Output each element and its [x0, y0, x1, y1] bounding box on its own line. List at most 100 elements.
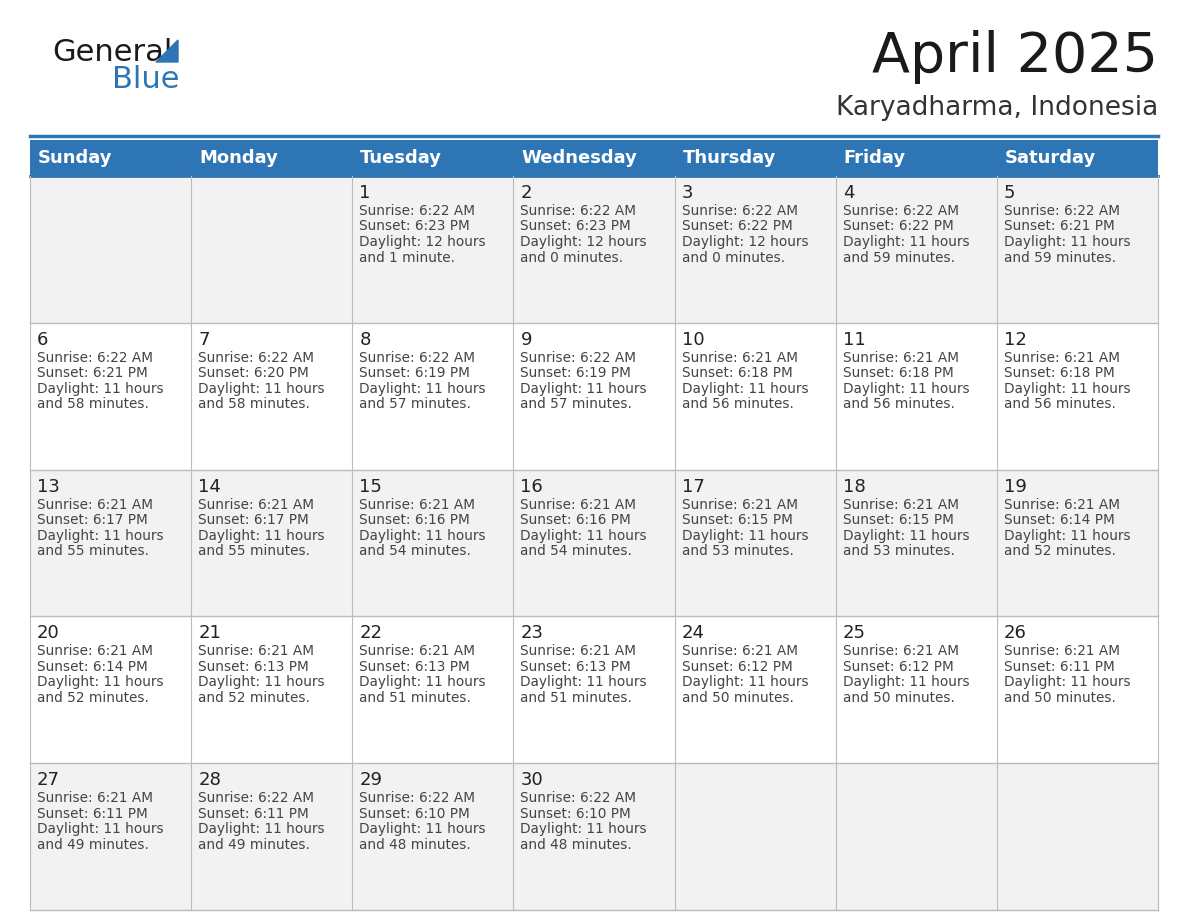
- Text: Sunset: 6:19 PM: Sunset: 6:19 PM: [359, 366, 470, 380]
- Text: and 1 minute.: and 1 minute.: [359, 251, 455, 264]
- Text: Sunset: 6:16 PM: Sunset: 6:16 PM: [359, 513, 470, 527]
- Text: 2: 2: [520, 184, 532, 202]
- Text: 13: 13: [37, 477, 59, 496]
- Text: and 56 minutes.: and 56 minutes.: [682, 397, 794, 411]
- Text: Sunset: 6:20 PM: Sunset: 6:20 PM: [198, 366, 309, 380]
- Text: Daylight: 11 hours: Daylight: 11 hours: [359, 529, 486, 543]
- Text: Sunrise: 6:21 AM: Sunrise: 6:21 AM: [37, 498, 153, 511]
- Text: 4: 4: [842, 184, 854, 202]
- Text: 5: 5: [1004, 184, 1016, 202]
- Text: 26: 26: [1004, 624, 1026, 643]
- Text: Daylight: 12 hours: Daylight: 12 hours: [359, 235, 486, 249]
- Text: and 49 minutes.: and 49 minutes.: [198, 838, 310, 852]
- Text: and 54 minutes.: and 54 minutes.: [359, 544, 472, 558]
- Text: 30: 30: [520, 771, 543, 789]
- Text: Daylight: 11 hours: Daylight: 11 hours: [198, 529, 324, 543]
- Text: Sunrise: 6:22 AM: Sunrise: 6:22 AM: [520, 204, 637, 218]
- Text: and 50 minutes.: and 50 minutes.: [1004, 691, 1116, 705]
- Text: Sunrise: 6:21 AM: Sunrise: 6:21 AM: [1004, 644, 1120, 658]
- Text: and 51 minutes.: and 51 minutes.: [359, 691, 472, 705]
- Text: Friday: Friday: [843, 149, 905, 167]
- Text: and 59 minutes.: and 59 minutes.: [1004, 251, 1116, 264]
- Text: Sunrise: 6:21 AM: Sunrise: 6:21 AM: [842, 351, 959, 364]
- Text: and 54 minutes.: and 54 minutes.: [520, 544, 632, 558]
- Text: 1: 1: [359, 184, 371, 202]
- Text: Daylight: 12 hours: Daylight: 12 hours: [520, 235, 647, 249]
- Text: 6: 6: [37, 330, 49, 349]
- Text: Daylight: 11 hours: Daylight: 11 hours: [198, 382, 324, 396]
- Text: and 48 minutes.: and 48 minutes.: [359, 838, 470, 852]
- Text: Saturday: Saturday: [1005, 149, 1097, 167]
- Text: 8: 8: [359, 330, 371, 349]
- Text: and 53 minutes.: and 53 minutes.: [682, 544, 794, 558]
- Text: Sunset: 6:14 PM: Sunset: 6:14 PM: [1004, 513, 1114, 527]
- Text: Sunset: 6:11 PM: Sunset: 6:11 PM: [198, 807, 309, 821]
- Text: Daylight: 11 hours: Daylight: 11 hours: [682, 382, 808, 396]
- Text: Sunrise: 6:22 AM: Sunrise: 6:22 AM: [1004, 204, 1120, 218]
- Text: and 0 minutes.: and 0 minutes.: [520, 251, 624, 264]
- Polygon shape: [156, 40, 178, 62]
- Text: and 58 minutes.: and 58 minutes.: [37, 397, 148, 411]
- Bar: [30, 176, 1158, 323]
- Text: Monday: Monday: [200, 149, 278, 167]
- Text: 15: 15: [359, 477, 383, 496]
- Text: Sunrise: 6:22 AM: Sunrise: 6:22 AM: [520, 791, 637, 805]
- Text: Daylight: 11 hours: Daylight: 11 hours: [1004, 382, 1131, 396]
- Text: and 57 minutes.: and 57 minutes.: [359, 397, 472, 411]
- Text: 22: 22: [359, 624, 383, 643]
- Text: Sunrise: 6:22 AM: Sunrise: 6:22 AM: [198, 351, 314, 364]
- Text: Sunrise: 6:21 AM: Sunrise: 6:21 AM: [842, 498, 959, 511]
- Text: and 58 minutes.: and 58 minutes.: [198, 397, 310, 411]
- Text: and 56 minutes.: and 56 minutes.: [1004, 397, 1116, 411]
- Bar: [30, 323, 1158, 470]
- Text: Sunrise: 6:21 AM: Sunrise: 6:21 AM: [37, 644, 153, 658]
- Text: and 50 minutes.: and 50 minutes.: [682, 691, 794, 705]
- Text: Sunset: 6:13 PM: Sunset: 6:13 PM: [520, 660, 631, 674]
- Text: Sunrise: 6:22 AM: Sunrise: 6:22 AM: [37, 351, 153, 364]
- Text: Sunset: 6:17 PM: Sunset: 6:17 PM: [198, 513, 309, 527]
- Text: Daylight: 11 hours: Daylight: 11 hours: [520, 676, 647, 689]
- Text: 12: 12: [1004, 330, 1026, 349]
- Text: Sunset: 6:12 PM: Sunset: 6:12 PM: [842, 660, 954, 674]
- Text: Sunrise: 6:22 AM: Sunrise: 6:22 AM: [359, 791, 475, 805]
- Text: Daylight: 11 hours: Daylight: 11 hours: [1004, 676, 1131, 689]
- Text: 16: 16: [520, 477, 543, 496]
- Text: 18: 18: [842, 477, 866, 496]
- Text: Sunset: 6:15 PM: Sunset: 6:15 PM: [682, 513, 792, 527]
- Text: Daylight: 12 hours: Daylight: 12 hours: [682, 235, 808, 249]
- Text: Sunset: 6:21 PM: Sunset: 6:21 PM: [37, 366, 147, 380]
- Text: Sunrise: 6:22 AM: Sunrise: 6:22 AM: [842, 204, 959, 218]
- Text: Sunrise: 6:21 AM: Sunrise: 6:21 AM: [198, 498, 314, 511]
- Text: Daylight: 11 hours: Daylight: 11 hours: [37, 382, 164, 396]
- Text: 23: 23: [520, 624, 543, 643]
- Text: Daylight: 11 hours: Daylight: 11 hours: [842, 676, 969, 689]
- Text: Sunrise: 6:21 AM: Sunrise: 6:21 AM: [1004, 498, 1120, 511]
- Text: 10: 10: [682, 330, 704, 349]
- Text: Daylight: 11 hours: Daylight: 11 hours: [842, 235, 969, 249]
- Text: Daylight: 11 hours: Daylight: 11 hours: [520, 529, 647, 543]
- Text: and 48 minutes.: and 48 minutes.: [520, 838, 632, 852]
- Text: Sunset: 6:11 PM: Sunset: 6:11 PM: [37, 807, 147, 821]
- Text: Daylight: 11 hours: Daylight: 11 hours: [198, 823, 324, 836]
- Text: Daylight: 11 hours: Daylight: 11 hours: [359, 676, 486, 689]
- Text: Daylight: 11 hours: Daylight: 11 hours: [520, 823, 647, 836]
- Text: 19: 19: [1004, 477, 1026, 496]
- Text: Sunrise: 6:21 AM: Sunrise: 6:21 AM: [359, 498, 475, 511]
- Text: 25: 25: [842, 624, 866, 643]
- Text: 27: 27: [37, 771, 61, 789]
- Text: and 56 minutes.: and 56 minutes.: [842, 397, 955, 411]
- Text: Sunset: 6:14 PM: Sunset: 6:14 PM: [37, 660, 147, 674]
- Text: and 50 minutes.: and 50 minutes.: [842, 691, 955, 705]
- Text: Daylight: 11 hours: Daylight: 11 hours: [1004, 235, 1131, 249]
- Text: 14: 14: [198, 477, 221, 496]
- Text: Sunrise: 6:22 AM: Sunrise: 6:22 AM: [198, 791, 314, 805]
- Bar: [30, 763, 1158, 910]
- Text: Sunset: 6:18 PM: Sunset: 6:18 PM: [842, 366, 954, 380]
- Text: Sunrise: 6:21 AM: Sunrise: 6:21 AM: [198, 644, 314, 658]
- Text: 7: 7: [198, 330, 209, 349]
- Text: Sunrise: 6:21 AM: Sunrise: 6:21 AM: [520, 644, 637, 658]
- Text: Sunrise: 6:22 AM: Sunrise: 6:22 AM: [359, 351, 475, 364]
- Text: Tuesday: Tuesday: [360, 149, 442, 167]
- Text: 28: 28: [198, 771, 221, 789]
- Text: and 52 minutes.: and 52 minutes.: [198, 691, 310, 705]
